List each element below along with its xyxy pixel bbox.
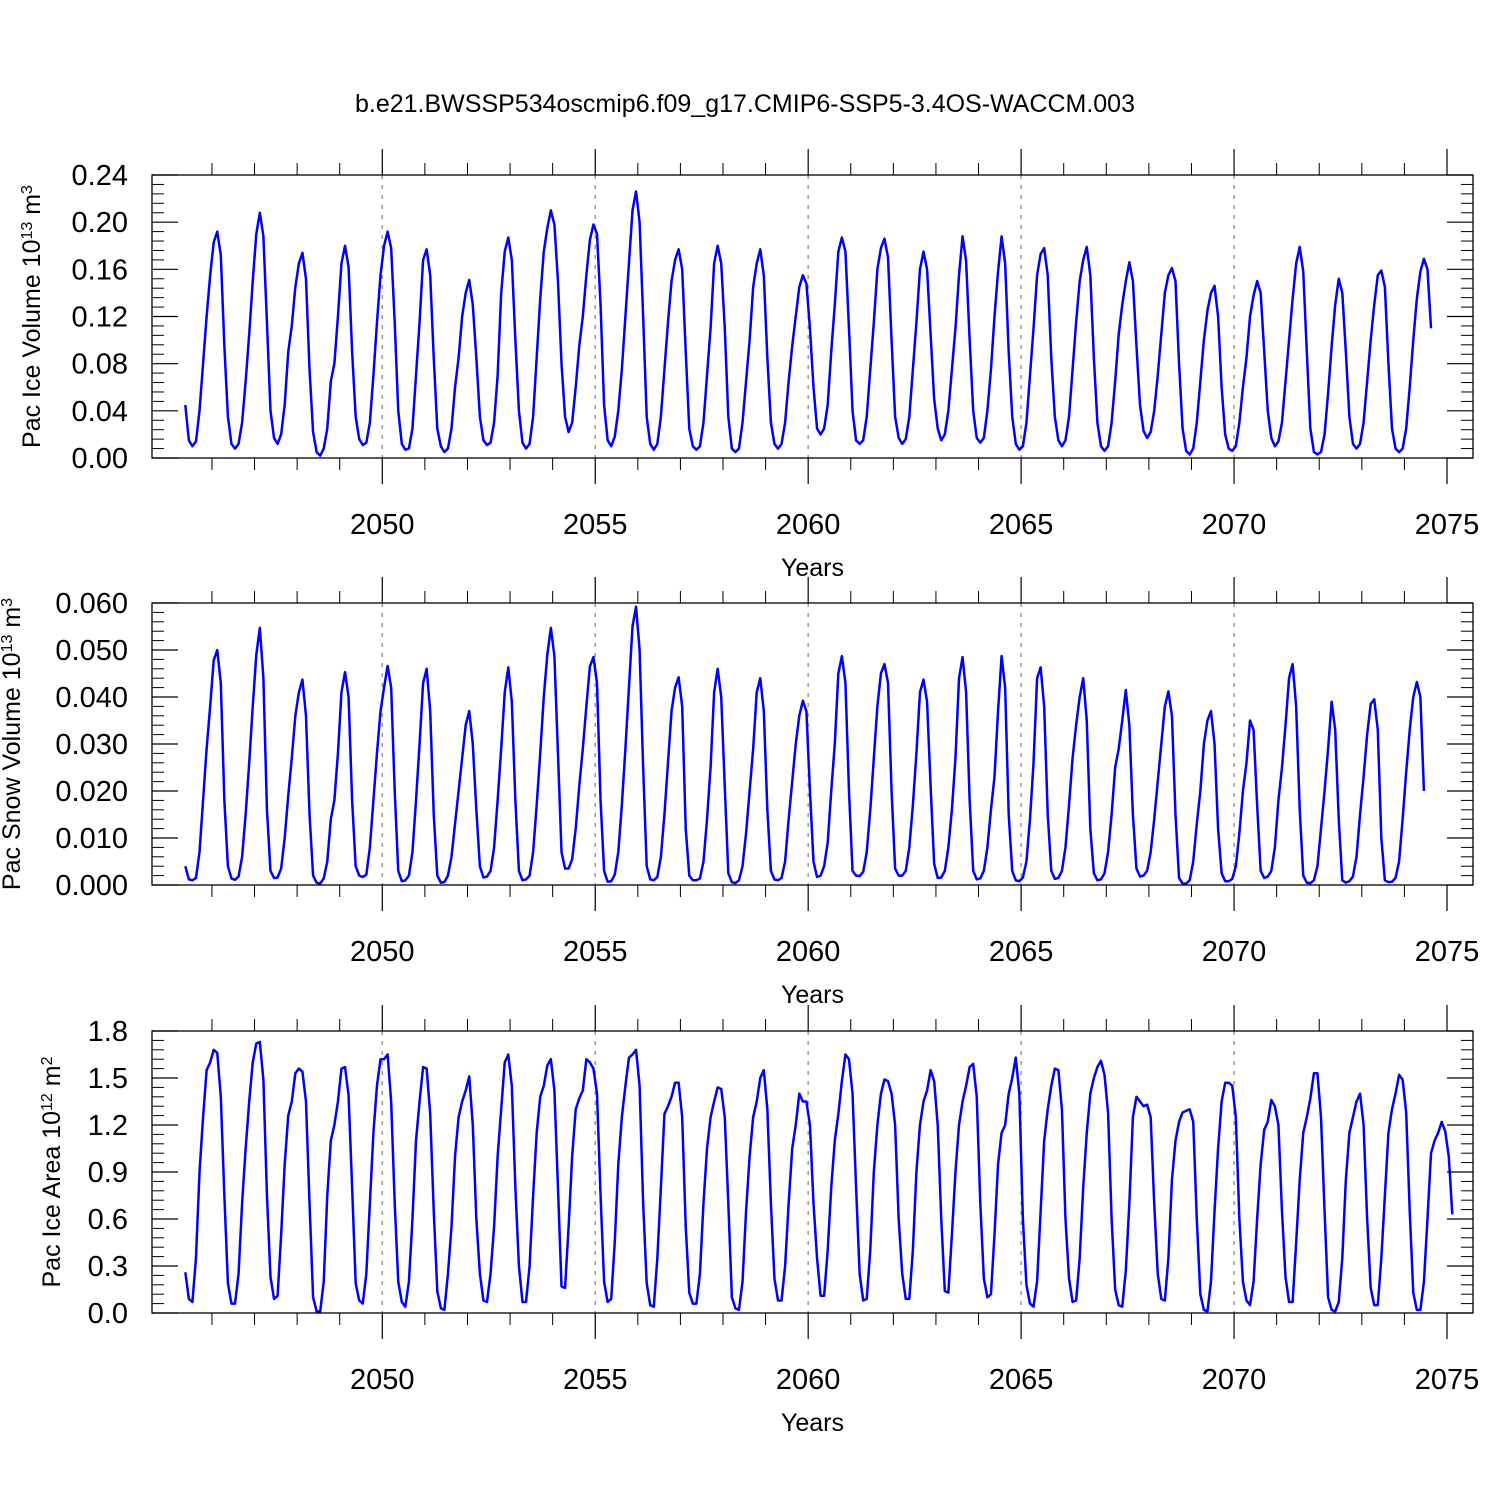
ice-area-ytick-label: 1.2 [88,1110,128,1142]
ice-volume-xtick-label: 2070 [1202,509,1267,541]
snow-volume-series-line [184,605,1426,885]
ice-volume-panel: 0.00 0.04 0.08 0.12 0.16 0.20 0.24 2050 2055 2060… [18,149,1479,582]
ice-area-series-line [184,1040,1454,1313]
ice-area-ytick-label: 0.3 [88,1251,128,1283]
ice-area-xtick-label: 2075 [1415,1364,1480,1396]
snow-volume-xtick-label: 2050 [350,936,415,968]
ice-volume-xtick-label: 2050 [350,509,415,541]
ice-volume-xtick-label: 2075 [1415,509,1480,541]
ice-area-ytick-label: 1.8 [88,1016,128,1048]
ice-area-xtick-label: 2065 [989,1364,1054,1396]
ice-area-ytick-label: 0.6 [88,1204,128,1236]
ice-volume-xtick-label: 2055 [563,509,628,541]
ice-volume-ytick-label: 0.08 [72,349,128,381]
ice-area-y-axis-label: Pac Ice Area 1012 m2 [38,1056,66,1287]
ice-area-xtick-label: 2070 [1202,1364,1267,1396]
snow-volume-ytick-label: 0.060 [55,588,128,620]
snow-volume-ytick-label: 0.040 [55,682,128,714]
ice-area-ytick-label: 0.0 [88,1298,128,1330]
snow-volume-ytick-label: 0.020 [55,776,128,808]
snow-volume-x-axis-label: Years [781,981,844,1009]
ice-volume-ytick-label: 0.04 [72,396,128,428]
snow-volume-ytick-label: 0.010 [55,823,128,855]
figure-title: b.e21.BWSSP534oscmip6.f09_g17.CMIP6-SSP5… [355,90,1135,118]
ice-area-xtick-label: 2060 [776,1364,841,1396]
ice-volume-xtick-label: 2065 [989,509,1054,541]
snow-volume-xtick-label: 2070 [1202,936,1267,968]
snow-volume-xtick-label: 2060 [776,936,841,968]
snow-volume-ytick-label: 0.030 [55,729,128,761]
ice-volume-xtick-label: 2060 [776,509,841,541]
snow-volume-panel: 0.000 0.010 0.020 0.030 0.040 0.050 0.060 2050 2… [0,577,1479,1009]
ice-area-ytick-label: 0.9 [88,1157,128,1189]
ice-area-panel: 0.0 0.3 0.6 0.9 1.2 1.5 1.8 2050 2055 2060 2065 207… [38,1005,1479,1437]
ice-area-xtick-label: 2050 [350,1364,415,1396]
snow-volume-xtick-label: 2055 [563,936,628,968]
ice-volume-ytick-label: 0.24 [72,160,128,192]
snow-volume-xtick-label: 2075 [1415,936,1480,968]
ice-area-ytick-label: 1.5 [88,1063,128,1095]
ice-volume-y-axis-label: Pac Ice Volume 1013 m3 [18,185,46,448]
ice-volume-ytick-label: 0.12 [72,302,128,334]
snow-volume-ytick-label: 0.050 [55,635,128,667]
snow-volume-y-axis-label: Pac Snow Volume 1013 m3 [0,598,26,890]
ice-volume-x-axis-label: Years [781,554,844,582]
ice-volume-series-line [184,190,1433,457]
ice-area-xtick-label: 2055 [563,1364,628,1396]
snow-volume-ytick-label: 0.000 [55,870,128,902]
ice-volume-ytick-label: 0.00 [72,443,128,475]
ice-volume-ytick-label: 0.20 [72,207,128,239]
ice-area-x-axis-label: Years [781,1409,844,1437]
snow-volume-xtick-label: 2065 [989,936,1054,968]
ice-volume-ytick-label: 0.16 [72,254,128,286]
